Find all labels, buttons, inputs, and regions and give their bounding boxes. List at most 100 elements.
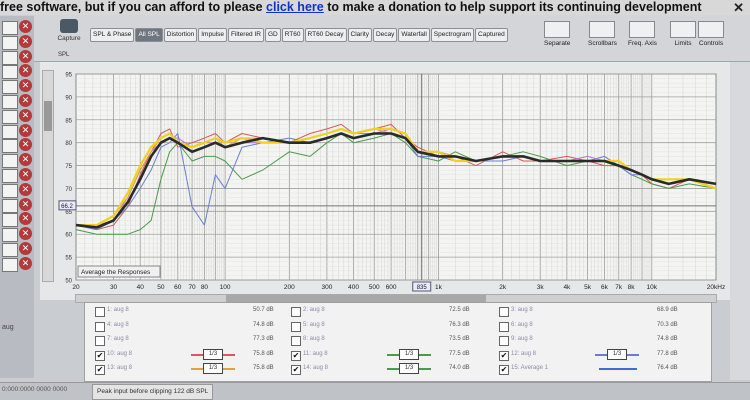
sidebar-measurement-row[interactable]: ✕ xyxy=(2,20,32,35)
measurement-thumbnail[interactable] xyxy=(2,228,18,243)
sidebar-measurement-row[interactable]: ✕ xyxy=(2,182,32,198)
sidebar-measurement-row[interactable]: ✕ xyxy=(2,64,32,80)
legend-item[interactable]: 8: aug 8 73.5 dB xyxy=(291,335,491,348)
sidebar-measurement-row[interactable]: ✕ xyxy=(2,34,32,50)
legend-checkbox[interactable] xyxy=(499,336,509,346)
legend-checkbox[interactable]: ✔ xyxy=(499,350,509,361)
remove-measurement-icon[interactable]: ✕ xyxy=(19,212,32,226)
legend-item[interactable]: ✔ 14: aug 8 1/3 74.0 dB xyxy=(291,363,491,377)
sidebar-measurement-row[interactable]: ✕ xyxy=(2,138,32,154)
measurement-thumbnail[interactable] xyxy=(2,198,18,213)
average-responses-label[interactable]: Average the Responses xyxy=(81,269,151,276)
legend-item[interactable]: 3: aug 8 68.9 dB xyxy=(499,306,699,319)
average-responses-box[interactable] xyxy=(77,265,161,278)
measurement-thumbnail[interactable] xyxy=(2,213,18,228)
separate-button[interactable]: Separate xyxy=(544,21,570,47)
legend-item[interactable]: 7: aug 8 77.3 dB xyxy=(95,335,295,348)
measurement-thumbnail[interactable] xyxy=(2,21,18,35)
measurement-thumbnail[interactable] xyxy=(2,154,18,169)
measurement-thumbnail[interactable] xyxy=(2,109,18,124)
remove-measurement-icon[interactable]: ✕ xyxy=(19,49,32,63)
plot-area[interactable] xyxy=(75,73,717,281)
measurement-thumbnail[interactable] xyxy=(2,50,18,65)
freq-axis-button[interactable]: Freq. Axis xyxy=(628,21,657,47)
remove-measurement-icon[interactable]: ✕ xyxy=(19,168,32,181)
measurement-thumbnail[interactable] xyxy=(2,139,18,154)
tab-waterfall[interactable]: Waterfall xyxy=(398,28,430,42)
remove-measurement-icon[interactable]: ✕ xyxy=(19,20,32,33)
tab-clarity[interactable]: Clarity xyxy=(347,28,372,42)
vertical-scrollbar[interactable] xyxy=(42,70,54,282)
sidebar-measurement-row[interactable]: ✕ xyxy=(2,168,32,183)
horizontal-scroll-thumb[interactable] xyxy=(226,295,486,302)
measurement-thumbnail[interactable] xyxy=(2,257,18,272)
legend-item[interactable]: ✔ 11: aug 8 1/3 77.5 dB xyxy=(291,348,491,363)
tab-gd[interactable]: GD xyxy=(264,28,281,42)
legend-item[interactable]: 1: aug 8 50.7 dB xyxy=(95,306,295,319)
legend-item[interactable]: ✔ 13: aug 8 1/3 75.8 dB xyxy=(95,363,295,377)
controls-button[interactable]: Controls xyxy=(698,21,724,47)
remove-measurement-icon[interactable]: ✕ xyxy=(19,153,32,167)
sidebar-measurement-row[interactable]: ✕ xyxy=(2,242,32,257)
legend-checkbox[interactable] xyxy=(499,321,509,332)
remove-measurement-icon[interactable]: ✕ xyxy=(19,138,32,152)
tab-all-spl[interactable]: All SPL xyxy=(135,28,163,42)
sidebar-measurement-row[interactable]: ✕ xyxy=(2,212,32,228)
legend-checkbox[interactable]: ✔ xyxy=(95,365,105,375)
smoothing-button[interactable]: 1/3 xyxy=(203,363,223,374)
sidebar-measurement-row[interactable]: ✕ xyxy=(2,108,32,124)
measurement-thumbnail[interactable] xyxy=(2,183,18,198)
legend-item[interactable]: ✔ 12: aug 8 1/3 77.8 dB xyxy=(499,348,699,363)
remove-measurement-icon[interactable]: ✕ xyxy=(19,34,32,48)
remove-measurement-icon[interactable]: ✕ xyxy=(19,197,32,211)
tab-decay[interactable]: Decay xyxy=(372,28,398,42)
remove-measurement-icon[interactable]: ✕ xyxy=(19,79,32,93)
tab-filtered-ir[interactable]: Filtered IR xyxy=(228,28,264,42)
legend-checkbox[interactable] xyxy=(95,336,105,346)
legend-item[interactable]: 9: aug 8 74.8 dB xyxy=(499,335,699,348)
sidebar-measurement-row[interactable]: ✕ xyxy=(2,123,32,139)
smoothing-button[interactable]: 1/3 xyxy=(203,348,223,360)
scrollbars-button[interactable]: Scrollbars xyxy=(588,21,617,47)
sidebar-measurement-row[interactable]: ✕ xyxy=(2,49,32,65)
smoothing-button[interactable]: 1/3 xyxy=(607,348,627,360)
tab-distortion[interactable]: Distortion xyxy=(163,28,198,42)
sidebar-measurement-row[interactable]: ✕ xyxy=(2,79,32,95)
sidebar-measurement-row[interactable]: ✕ xyxy=(2,256,32,272)
donation-link[interactable]: click here xyxy=(266,0,324,14)
legend-checkbox[interactable]: ✔ xyxy=(95,350,105,361)
tab-spl-phase[interactable]: SPL & Phase xyxy=(90,28,135,42)
legend-item[interactable]: 6: aug 8 70.3 dB xyxy=(499,321,699,334)
legend-checkbox[interactable] xyxy=(291,321,301,332)
tab-impulse[interactable]: Impulse xyxy=(198,28,227,42)
legend-item[interactable]: ✔ 10: aug 8 1/3 75.8 dB xyxy=(95,348,295,363)
legend-checkbox[interactable]: ✔ xyxy=(499,365,509,375)
measurement-thumbnail[interactable] xyxy=(2,169,18,183)
limits-button[interactable]: Limits xyxy=(670,21,696,47)
close-icon[interactable]: ✕ xyxy=(733,0,744,15)
remove-measurement-icon[interactable]: ✕ xyxy=(19,242,32,255)
smoothing-button[interactable]: 1/3 xyxy=(399,363,419,374)
tab-captured[interactable]: Captured xyxy=(475,28,508,42)
sidebar-measurement-row[interactable]: ✕ xyxy=(2,227,32,243)
legend-item[interactable]: 4: aug 8 74.8 dB xyxy=(95,321,295,334)
capture-button[interactable]: Capture xyxy=(54,19,84,42)
sidebar-measurement-row[interactable]: ✕ xyxy=(2,197,32,213)
legend-checkbox[interactable]: ✔ xyxy=(291,365,301,375)
measurement-thumbnail[interactable] xyxy=(2,65,18,80)
measurement-thumbnail[interactable] xyxy=(2,243,18,257)
remove-measurement-icon[interactable]: ✕ xyxy=(19,94,32,107)
legend-checkbox[interactable] xyxy=(291,307,301,317)
vertical-scroll-thumb[interactable] xyxy=(44,101,52,131)
tab-rt60[interactable]: RT60 xyxy=(281,28,304,42)
tab-spectrogram[interactable]: Spectrogram xyxy=(430,28,475,42)
legend-checkbox[interactable] xyxy=(95,321,105,332)
sidebar-measurement-row[interactable]: ✕ xyxy=(2,153,32,169)
legend-checkbox[interactable] xyxy=(499,307,509,317)
remove-measurement-icon[interactable]: ✕ xyxy=(19,64,32,78)
remove-measurement-icon[interactable]: ✕ xyxy=(19,256,32,270)
remove-measurement-icon[interactable]: ✕ xyxy=(19,123,32,137)
measurement-thumbnail[interactable] xyxy=(2,80,18,95)
tab-rt60-decay[interactable]: RT60 Decay xyxy=(304,28,347,42)
